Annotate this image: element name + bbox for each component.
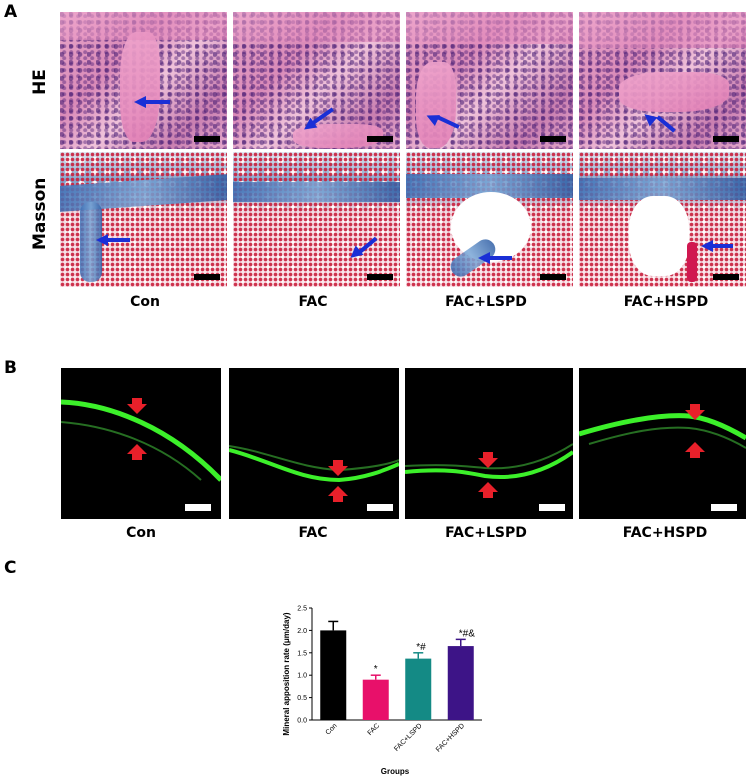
blue-arrow: [134, 96, 146, 108]
category-label: FAC+LSPD: [393, 722, 423, 752]
panel-c-letter: C: [4, 558, 17, 578]
red-arrow-down: [328, 460, 348, 476]
blue-arrow: [640, 109, 658, 127]
x-axis-label: Groups: [381, 767, 410, 776]
mar-bar-chart: Mineral apposition rate (μm/day) Groups …: [282, 606, 482, 776]
red-arrow-up: [685, 442, 705, 458]
masson-image-fac-lspd: [406, 152, 573, 287]
category-label: FAC: [367, 722, 382, 737]
calcein-image-fac-lspd: [405, 368, 573, 519]
calcein-image-fac-hspd: [579, 368, 746, 519]
he-image-con: [60, 12, 227, 149]
red-arrow-down: [478, 452, 498, 468]
y-tick-label: 1.5: [297, 650, 307, 657]
panel-a-letter: A: [4, 2, 18, 22]
scale-bar: [367, 274, 393, 280]
calcein-image-fac: [229, 368, 399, 519]
b-col-label-fac-lspd: FAC+LSPD: [445, 525, 527, 541]
red-arrow-up: [328, 486, 348, 502]
he-image-fac-lspd: [406, 12, 573, 149]
he-image-fac: [233, 12, 400, 149]
b-col-label-fac-hspd: FAC+HSPD: [622, 525, 708, 541]
bar-con: [320, 630, 347, 720]
red-arrow-down: [127, 398, 147, 414]
blue-arrow: [478, 252, 490, 264]
scale-bar: [713, 136, 739, 142]
significance-label: *: [374, 664, 378, 675]
scale-bar: [540, 136, 566, 142]
red-arrow-up: [127, 444, 147, 460]
significance-label: *#&: [459, 628, 475, 639]
blue-arrow: [96, 234, 108, 246]
scale-bar: [194, 136, 220, 142]
y-tick-label: 0.5: [297, 695, 307, 702]
row-label-masson: Masson: [30, 177, 50, 250]
red-arrow-down: [685, 404, 705, 420]
bar-fac: [362, 679, 389, 720]
y-tick-label: 0.0: [297, 718, 307, 725]
bar-fac-lspd: [405, 658, 432, 720]
scale-bar: [713, 274, 739, 280]
panel-b-letter: B: [4, 358, 17, 378]
category-label: Con: [325, 722, 339, 736]
category-label: FAC+HSPD: [435, 722, 466, 753]
b-col-label-con: Con: [126, 525, 156, 541]
masson-image-fac-hspd: [579, 152, 746, 287]
y-tick-label: 2.0: [297, 628, 307, 635]
scale-bar: [194, 274, 220, 280]
b-col-label-fac: FAC: [298, 525, 328, 541]
col-label-fac-hspd: FAC+HSPD: [623, 294, 709, 310]
red-arrow-up: [478, 482, 498, 498]
col-label-fac-lspd: FAC+LSPD: [445, 294, 527, 310]
y-tick-label: 1.0: [297, 673, 307, 680]
masson-image-fac: [233, 152, 400, 287]
y-tick-label: 2.5: [297, 606, 307, 613]
he-image-fac-hspd: [579, 12, 746, 149]
col-label-fac: FAC: [298, 294, 328, 310]
bar-fac-hspd: [447, 646, 474, 720]
y-axis-label: Mineral apposition rate (μm/day): [282, 612, 291, 735]
masson-image-con: [60, 152, 227, 287]
col-label-con: Con: [130, 294, 160, 310]
scale-bar: [540, 274, 566, 280]
row-label-he: HE: [30, 69, 50, 95]
scale-bar: [367, 136, 393, 142]
blue-arrow: [701, 240, 713, 252]
calcein-image-con: [61, 368, 221, 519]
significance-label: *#: [416, 642, 426, 653]
